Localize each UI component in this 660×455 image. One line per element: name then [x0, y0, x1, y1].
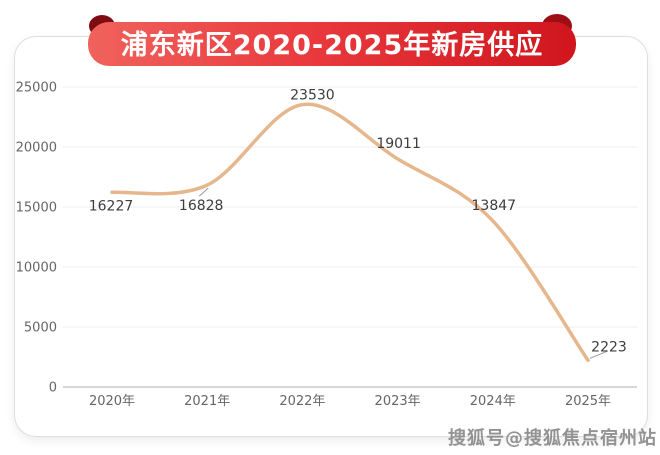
x-axis-tick-label: 2020年: [89, 394, 135, 409]
data-label: 23530: [290, 88, 335, 104]
data-label: 16828: [179, 198, 224, 214]
label-leader-line: [589, 350, 608, 359]
supply-line: [110, 102, 590, 363]
data-label: 13847: [472, 198, 517, 214]
banner-title: 浦东新区2020-2025年新房供应: [121, 29, 544, 61]
watermark: 搜狐号@搜狐焦点宿州站: [448, 428, 657, 449]
data-label: 2223: [591, 339, 627, 355]
label-leader-line: [198, 187, 209, 197]
data-label: 16227: [89, 198, 134, 214]
x-axis-tick-label: 2021年: [184, 394, 230, 409]
x-axis-tick-label: 2023年: [375, 394, 421, 409]
y-axis-tick-label: 25000: [16, 81, 57, 96]
title-ribbon: 浦东新区2020-2025年新房供应: [88, 14, 576, 66]
x-axis-tick-label: 2022年: [279, 394, 325, 409]
ribbon-body: [88, 22, 576, 66]
y-axis-tick-label: 0: [49, 381, 57, 396]
x-axis-tick-label: 2024年: [470, 394, 516, 409]
chart-card: [14, 36, 648, 437]
y-axis-tick-label: 5000: [24, 321, 57, 336]
y-axis-tick-label: 20000: [16, 141, 57, 156]
data-label: 19011: [376, 136, 421, 152]
y-axis-tick-label: 10000: [16, 261, 57, 276]
x-axis-tick-label: 2025年: [565, 394, 611, 409]
y-axis-tick-label: 15000: [16, 201, 57, 216]
